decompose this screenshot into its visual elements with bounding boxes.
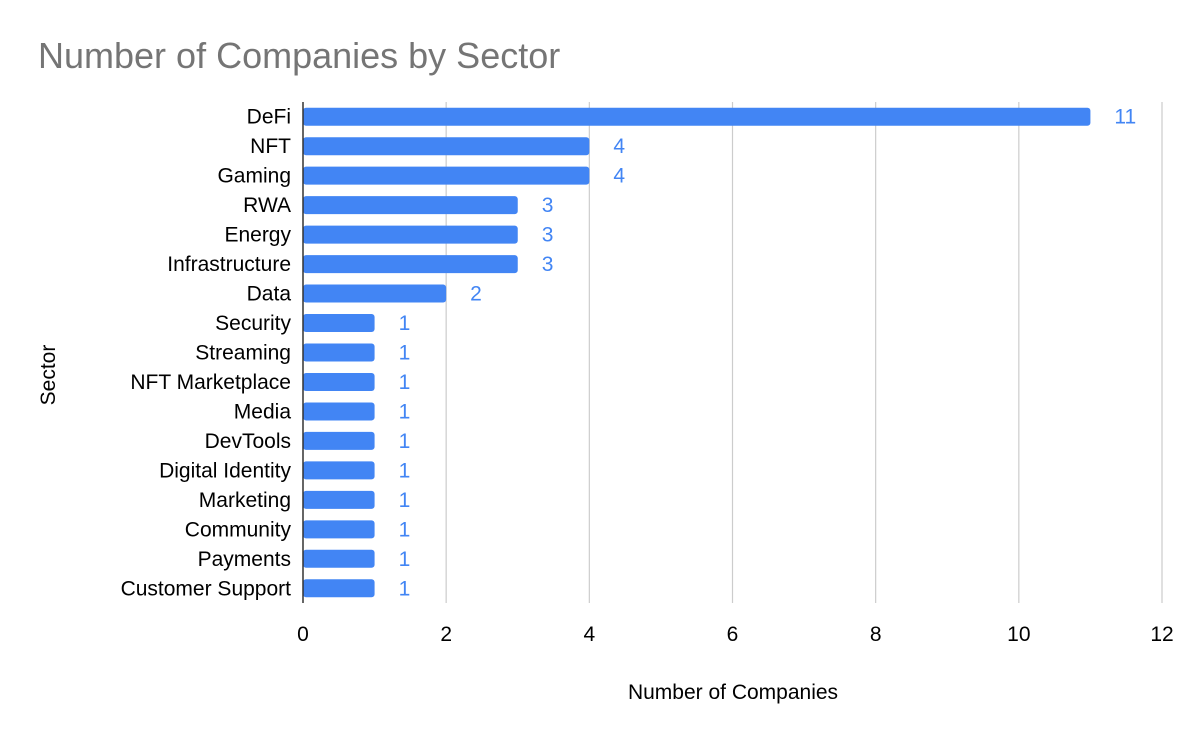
category-label: Payments [198, 548, 291, 571]
bars [303, 107, 1091, 598]
x-tick-labels: 0 2 4 6 8 10 12 [297, 623, 1174, 646]
x-tick-label: 8 [870, 623, 882, 646]
bar [303, 255, 518, 274]
category-label: Energy [224, 224, 291, 247]
data-label: 1 [399, 548, 411, 571]
bar [303, 402, 375, 421]
bar [303, 314, 375, 333]
data-label: 3 [542, 194, 554, 217]
bar [303, 166, 590, 185]
y-axis-title: Sector [37, 345, 60, 406]
data-label: 1 [399, 577, 411, 600]
x-axis-title: Number of Companies [628, 681, 838, 704]
category-label: Gaming [217, 165, 291, 188]
category-label: Marketing [199, 489, 291, 512]
bar [303, 579, 375, 598]
category-label: Community [185, 518, 292, 541]
bar [303, 284, 447, 303]
data-label: 1 [399, 430, 411, 453]
x-tick-label: 4 [583, 623, 595, 646]
bar [303, 343, 375, 362]
category-labels: DeFi NFT Gaming RWA Energy Infrastructure Data… [121, 106, 292, 601]
bar [303, 225, 518, 244]
category-label: NFT Marketplace [130, 371, 291, 394]
bar [303, 520, 375, 539]
bar [303, 490, 375, 509]
data-label: 1 [399, 518, 411, 541]
data-label: 11 [1114, 106, 1136, 129]
category-label: Security [215, 312, 291, 335]
bar [303, 461, 375, 480]
x-tick-label: 10 [1007, 623, 1030, 646]
category-label: DeFi [247, 106, 291, 129]
category-label: Digital Identity [159, 459, 291, 482]
x-tick-label: 12 [1150, 623, 1173, 646]
x-tick-label: 0 [297, 623, 309, 646]
x-tick-label: 6 [727, 623, 739, 646]
category-label: Customer Support [121, 577, 292, 600]
data-label: 3 [542, 253, 554, 276]
category-label: Streaming [195, 342, 291, 365]
bar [303, 107, 1091, 126]
bar [303, 549, 375, 568]
data-label: 3 [542, 224, 554, 247]
chart-title: Number of Companies by Sector [38, 35, 560, 76]
bar [303, 196, 518, 215]
category-label: RWA [243, 194, 291, 217]
data-label: 4 [613, 135, 625, 158]
category-label: Data [247, 283, 292, 306]
data-label: 4 [613, 165, 625, 188]
category-label: Infrastructure [167, 253, 291, 276]
data-label: 1 [399, 342, 411, 365]
bar [303, 137, 590, 156]
category-label: Media [234, 400, 292, 423]
data-label: 1 [399, 459, 411, 482]
category-label: DevTools [205, 430, 291, 453]
data-label: 1 [399, 489, 411, 512]
bar [303, 372, 375, 391]
data-label: 1 [399, 312, 411, 335]
category-label: NFT [250, 135, 291, 158]
data-label: 1 [399, 371, 411, 394]
grid-lines [445, 102, 1163, 603]
x-tick-label: 2 [440, 623, 452, 646]
bar [303, 431, 375, 450]
data-label: 2 [470, 283, 482, 306]
data-label: 1 [399, 400, 411, 423]
